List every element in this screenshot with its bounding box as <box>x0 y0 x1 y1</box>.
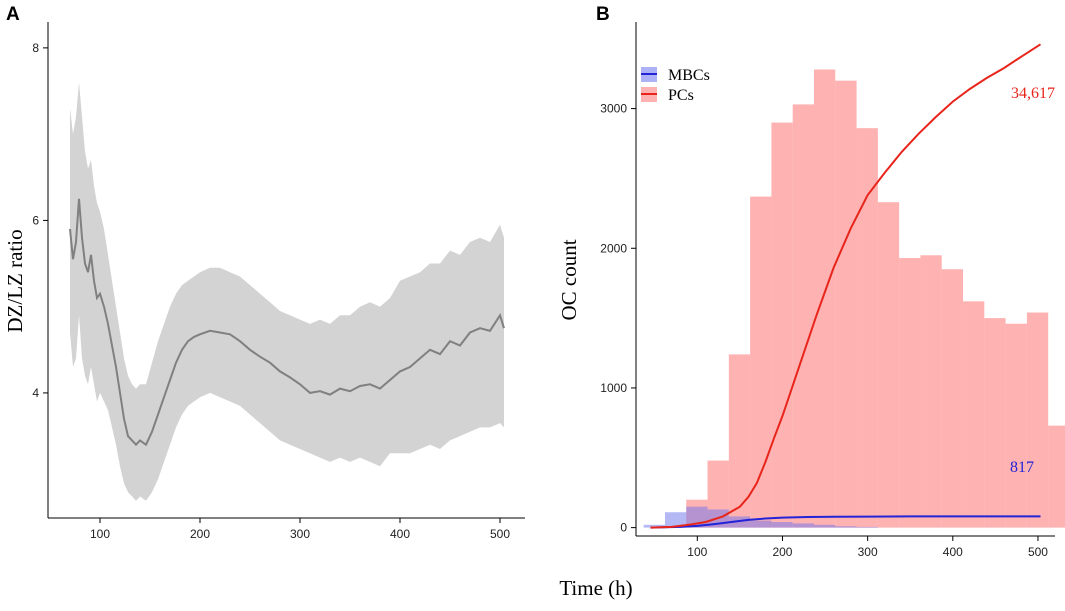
legend: MBCs PCs <box>641 67 710 104</box>
mean-line <box>69 198 505 447</box>
a-y-tick-label: 8 <box>32 41 39 55</box>
panel-a: A 100 200 300 400 500 4 6 8 DZ/LZ ratio <box>3 4 525 541</box>
pc-cumulative-line <box>650 43 1042 529</box>
pc-histogram-bar <box>728 354 751 528</box>
pc-histogram-bar <box>877 202 900 528</box>
a-y-tick-label: 6 <box>32 213 39 227</box>
pc-histogram-bar <box>963 301 985 528</box>
b-y-ticks: 0 1000 2000 3000 <box>600 102 636 535</box>
legend-mbc-label: MBCs <box>668 67 710 84</box>
mbc-histogram-bar <box>664 512 687 528</box>
pc-histogram-bar <box>1005 323 1027 528</box>
pc-histogram-bar <box>813 69 836 528</box>
x-axis-label: Time (h) <box>559 576 632 600</box>
b-x-tick-label: 400 <box>943 545 963 559</box>
confidence-band-group <box>70 82 504 501</box>
mean-line-group <box>69 198 505 447</box>
pc-end-label: 34,617 <box>1011 85 1055 102</box>
a-y-axis-label: DZ/LZ ratio <box>3 229 27 332</box>
pc-histogram-bar <box>899 258 921 528</box>
mbc-cumulative-line <box>650 515 1041 529</box>
mbc-histogram-bar <box>792 523 814 528</box>
b-y-tick-label: 2000 <box>600 241 627 255</box>
cumulative-lines-group <box>650 43 1042 529</box>
a-y-ticks: 4 6 8 <box>32 41 48 400</box>
mbc-histogram-bar <box>771 522 793 528</box>
a-x-ticks: 100 200 300 400 500 <box>90 518 510 541</box>
mbc-histogram-bar <box>856 526 878 528</box>
pc-histogram-bar <box>835 80 857 528</box>
panel-b: B 100 200 300 400 500 0 1000 2000 3000 OC count… <box>557 4 1065 559</box>
a-x-tick-label: 300 <box>290 527 310 541</box>
a-y-tick-label: 4 <box>32 386 39 400</box>
b-y-tick-label: 3000 <box>600 102 627 116</box>
b-x-tick-label: 200 <box>772 545 792 559</box>
pc-histogram-bar <box>984 318 1006 528</box>
pc-histogram-bar <box>920 255 942 528</box>
mbc-histogram-bar <box>813 524 836 528</box>
pc-histogram-bar <box>856 128 878 528</box>
mbc-histogram-bar <box>835 526 857 528</box>
a-x-tick-label: 500 <box>490 527 510 541</box>
b-y-tick-label: 1000 <box>600 381 627 395</box>
b-x-tick-label: 100 <box>687 545 707 559</box>
mbc-histogram-bar <box>728 516 751 528</box>
pc-histogram-bar <box>1026 312 1049 528</box>
a-x-tick-label: 200 <box>190 527 210 541</box>
pc-histogram-bar <box>792 104 814 528</box>
a-x-tick-label: 100 <box>90 527 110 541</box>
histogram-group <box>643 69 1065 528</box>
pc-histogram-bar <box>771 122 793 528</box>
b-y-tick-label: 0 <box>620 521 627 535</box>
pc-histogram-bar <box>750 196 772 528</box>
mbc-end-label: 817 <box>1010 459 1034 476</box>
b-x-tick-label: 500 <box>1028 545 1048 559</box>
pc-histogram-bar <box>1048 425 1065 528</box>
b-y-axis-label: OC count <box>557 239 581 320</box>
mbc-histogram-bar <box>643 524 665 528</box>
pc-histogram-bar <box>941 269 964 528</box>
a-x-tick-label: 400 <box>390 527 410 541</box>
panel-a-letter: A <box>6 4 20 25</box>
b-x-tick-label: 300 <box>858 545 878 559</box>
legend-pc-label: PCs <box>668 87 694 104</box>
panel-b-letter: B <box>596 4 610 25</box>
mbc-histogram-bar <box>750 520 772 528</box>
confidence-band <box>70 82 504 501</box>
b-x-ticks: 100 200 300 400 500 <box>687 536 1048 559</box>
